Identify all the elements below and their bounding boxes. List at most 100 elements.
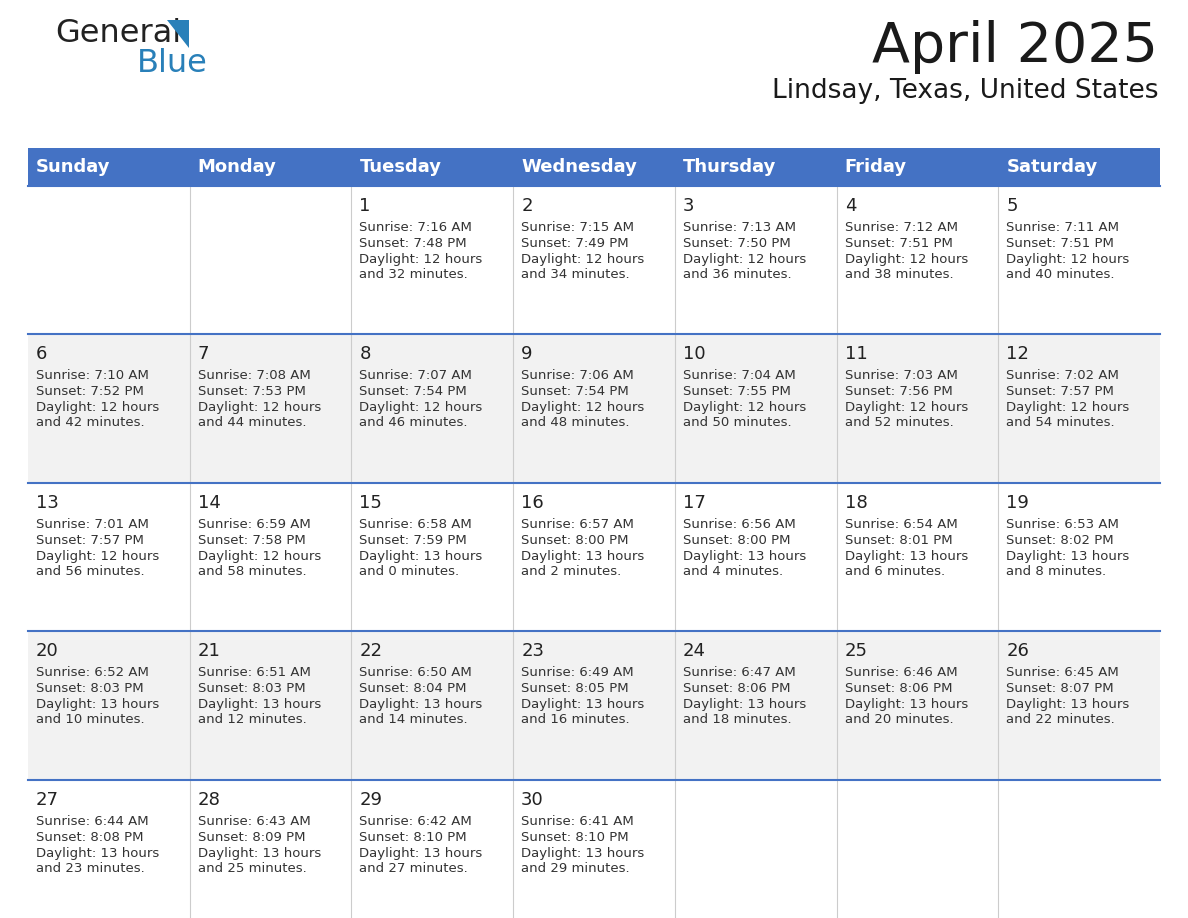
Text: and 32 minutes.: and 32 minutes. — [360, 268, 468, 281]
Text: Sunset: 8:06 PM: Sunset: 8:06 PM — [845, 682, 952, 695]
Text: and 36 minutes.: and 36 minutes. — [683, 268, 791, 281]
Text: Daylight: 13 hours: Daylight: 13 hours — [36, 699, 159, 711]
Text: Sunrise: 7:08 AM: Sunrise: 7:08 AM — [197, 369, 310, 383]
Text: and 22 minutes.: and 22 minutes. — [1006, 713, 1116, 726]
Text: 24: 24 — [683, 643, 706, 660]
Text: Daylight: 13 hours: Daylight: 13 hours — [522, 699, 644, 711]
Text: 23: 23 — [522, 643, 544, 660]
Text: 30: 30 — [522, 790, 544, 809]
Text: 17: 17 — [683, 494, 706, 512]
Text: Sunrise: 6:52 AM: Sunrise: 6:52 AM — [36, 666, 148, 679]
Text: Daylight: 13 hours: Daylight: 13 hours — [845, 699, 968, 711]
Text: Sunset: 7:59 PM: Sunset: 7:59 PM — [360, 533, 467, 547]
Text: Daylight: 13 hours: Daylight: 13 hours — [360, 846, 482, 859]
Text: Sunrise: 6:44 AM: Sunrise: 6:44 AM — [36, 814, 148, 828]
Text: Sunset: 8:00 PM: Sunset: 8:00 PM — [683, 533, 790, 547]
Text: Sunrise: 7:07 AM: Sunrise: 7:07 AM — [360, 369, 473, 383]
Text: Daylight: 12 hours: Daylight: 12 hours — [360, 253, 482, 266]
Text: 12: 12 — [1006, 345, 1029, 364]
Text: Sunset: 7:51 PM: Sunset: 7:51 PM — [1006, 237, 1114, 250]
Text: 21: 21 — [197, 643, 221, 660]
Text: Thursday: Thursday — [683, 158, 776, 176]
Text: General: General — [55, 18, 181, 49]
Text: and 14 minutes.: and 14 minutes. — [360, 713, 468, 726]
Text: 26: 26 — [1006, 643, 1029, 660]
Text: Sunrise: 7:12 AM: Sunrise: 7:12 AM — [845, 221, 958, 234]
Text: Monday: Monday — [197, 158, 277, 176]
Text: Daylight: 13 hours: Daylight: 13 hours — [1006, 699, 1130, 711]
Text: Sunset: 8:03 PM: Sunset: 8:03 PM — [36, 682, 144, 695]
Text: Sunrise: 6:45 AM: Sunrise: 6:45 AM — [1006, 666, 1119, 679]
Text: Daylight: 12 hours: Daylight: 12 hours — [845, 401, 968, 414]
Text: Daylight: 13 hours: Daylight: 13 hours — [197, 846, 321, 859]
Text: and 27 minutes.: and 27 minutes. — [360, 862, 468, 875]
Text: Sunset: 8:03 PM: Sunset: 8:03 PM — [197, 682, 305, 695]
Text: 25: 25 — [845, 643, 867, 660]
Text: and 52 minutes.: and 52 minutes. — [845, 417, 953, 430]
Text: Sunrise: 6:50 AM: Sunrise: 6:50 AM — [360, 666, 472, 679]
Text: Sunset: 8:01 PM: Sunset: 8:01 PM — [845, 533, 953, 547]
Text: 20: 20 — [36, 643, 58, 660]
Text: and 54 minutes.: and 54 minutes. — [1006, 417, 1114, 430]
Text: Sunset: 8:00 PM: Sunset: 8:00 PM — [522, 533, 628, 547]
Text: Sunset: 7:52 PM: Sunset: 7:52 PM — [36, 386, 144, 398]
Text: 9: 9 — [522, 345, 532, 364]
Text: Daylight: 13 hours: Daylight: 13 hours — [360, 550, 482, 563]
Text: Blue: Blue — [137, 48, 208, 79]
Text: Sunset: 7:48 PM: Sunset: 7:48 PM — [360, 237, 467, 250]
Bar — [29, 186, 1159, 334]
Text: and 23 minutes.: and 23 minutes. — [36, 862, 145, 875]
Text: Daylight: 12 hours: Daylight: 12 hours — [360, 401, 482, 414]
Text: Daylight: 13 hours: Daylight: 13 hours — [36, 846, 159, 859]
Text: Friday: Friday — [845, 158, 906, 176]
Bar — [29, 483, 1159, 632]
Text: and 48 minutes.: and 48 minutes. — [522, 417, 630, 430]
Text: and 50 minutes.: and 50 minutes. — [683, 417, 791, 430]
Text: 18: 18 — [845, 494, 867, 512]
Text: and 44 minutes.: and 44 minutes. — [197, 417, 307, 430]
Text: Sunrise: 6:53 AM: Sunrise: 6:53 AM — [1006, 518, 1119, 531]
Text: 2: 2 — [522, 197, 532, 215]
Text: Daylight: 13 hours: Daylight: 13 hours — [1006, 550, 1130, 563]
Text: and 25 minutes.: and 25 minutes. — [197, 862, 307, 875]
Text: Sunrise: 7:03 AM: Sunrise: 7:03 AM — [845, 369, 958, 383]
Text: Sunset: 7:55 PM: Sunset: 7:55 PM — [683, 386, 791, 398]
Text: Daylight: 12 hours: Daylight: 12 hours — [683, 253, 807, 266]
Text: 11: 11 — [845, 345, 867, 364]
Text: April 2025: April 2025 — [872, 20, 1158, 74]
Text: Sunrise: 7:02 AM: Sunrise: 7:02 AM — [1006, 369, 1119, 383]
Bar — [29, 632, 1159, 779]
Text: and 42 minutes.: and 42 minutes. — [36, 417, 145, 430]
Text: 19: 19 — [1006, 494, 1029, 512]
Text: 7: 7 — [197, 345, 209, 364]
Text: and 8 minutes.: and 8 minutes. — [1006, 565, 1106, 577]
Text: and 4 minutes.: and 4 minutes. — [683, 565, 783, 577]
Text: Sunrise: 7:11 AM: Sunrise: 7:11 AM — [1006, 221, 1119, 234]
Text: Daylight: 12 hours: Daylight: 12 hours — [1006, 253, 1130, 266]
Text: Wednesday: Wednesday — [522, 158, 637, 176]
Bar — [29, 148, 1159, 186]
Text: Sunrise: 7:13 AM: Sunrise: 7:13 AM — [683, 221, 796, 234]
Polygon shape — [168, 20, 189, 48]
Text: Sunrise: 6:41 AM: Sunrise: 6:41 AM — [522, 814, 634, 828]
Text: Sunrise: 6:58 AM: Sunrise: 6:58 AM — [360, 518, 472, 531]
Text: and 2 minutes.: and 2 minutes. — [522, 565, 621, 577]
Text: Sunrise: 7:06 AM: Sunrise: 7:06 AM — [522, 369, 634, 383]
Text: Sunset: 7:57 PM: Sunset: 7:57 PM — [36, 533, 144, 547]
Text: Daylight: 12 hours: Daylight: 12 hours — [845, 253, 968, 266]
Text: Sunset: 7:49 PM: Sunset: 7:49 PM — [522, 237, 628, 250]
Text: Daylight: 12 hours: Daylight: 12 hours — [522, 401, 644, 414]
Text: 8: 8 — [360, 345, 371, 364]
Text: Sunrise: 7:10 AM: Sunrise: 7:10 AM — [36, 369, 148, 383]
Text: Sunset: 8:10 PM: Sunset: 8:10 PM — [360, 831, 467, 844]
Text: Sunset: 8:08 PM: Sunset: 8:08 PM — [36, 831, 144, 844]
Text: Sunset: 8:02 PM: Sunset: 8:02 PM — [1006, 533, 1114, 547]
Text: and 16 minutes.: and 16 minutes. — [522, 713, 630, 726]
Text: Daylight: 13 hours: Daylight: 13 hours — [683, 550, 807, 563]
Text: Sunrise: 7:16 AM: Sunrise: 7:16 AM — [360, 221, 473, 234]
Text: Sunset: 7:56 PM: Sunset: 7:56 PM — [845, 386, 953, 398]
Text: and 0 minutes.: and 0 minutes. — [360, 565, 460, 577]
Text: Daylight: 12 hours: Daylight: 12 hours — [522, 253, 644, 266]
Text: and 38 minutes.: and 38 minutes. — [845, 268, 953, 281]
Text: Daylight: 13 hours: Daylight: 13 hours — [845, 550, 968, 563]
